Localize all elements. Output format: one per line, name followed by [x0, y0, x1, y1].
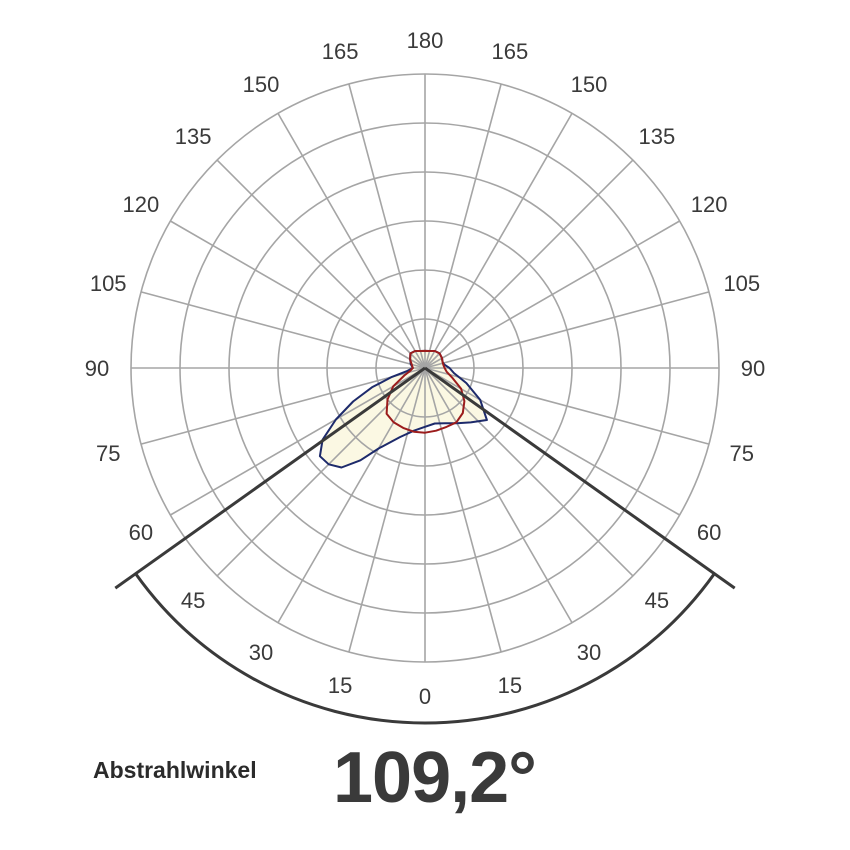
- angle-tick-label: 165: [492, 39, 529, 64]
- grid-ray: [216, 367, 426, 577]
- angle-tick-label: 75: [96, 441, 120, 466]
- angle-tick-label: 30: [577, 640, 601, 665]
- angle-tick-label: 30: [249, 640, 273, 665]
- angle-tick-label: 135: [639, 124, 676, 149]
- angle-tick-label: 45: [181, 588, 205, 613]
- angle-tick-label: 15: [498, 673, 522, 698]
- grid-ray: [348, 83, 426, 369]
- angle-tick-label: 45: [645, 588, 669, 613]
- angle-tick-label: 90: [741, 356, 765, 381]
- angle-tick-label: 15: [328, 673, 352, 698]
- grid-ray: [424, 159, 634, 369]
- angle-tick-label: 150: [243, 72, 280, 97]
- grid-ray: [424, 220, 680, 369]
- angle-tick-label: 105: [723, 271, 760, 296]
- grid-ray: [424, 112, 573, 369]
- grid-ray: [277, 112, 426, 369]
- beam-angle-indicator: [114, 366, 736, 725]
- beam-edge-left: [114, 366, 426, 590]
- angle-tick-label: 0: [419, 684, 431, 709]
- grid-ray: [348, 367, 426, 653]
- series-1-line: [385, 349, 466, 434]
- angle-tick-label: 120: [691, 192, 728, 217]
- angle-tick-label: 60: [129, 520, 153, 545]
- angle-tick-label: 105: [90, 271, 127, 296]
- grid-ray: [424, 367, 573, 623]
- angle-tick-label: 165: [322, 39, 359, 64]
- angle-tick-label: 120: [123, 192, 160, 217]
- angle-tick-label: 150: [571, 72, 608, 97]
- beam-bracket-arc: [134, 572, 716, 725]
- beam-edge-right: [424, 366, 736, 590]
- grid-ray: [169, 220, 426, 369]
- grid-ray: [169, 367, 426, 516]
- angle-tick-label: 180: [407, 28, 444, 53]
- angle-tick-label: 90: [85, 356, 109, 381]
- polar-grid: [130, 73, 720, 663]
- grid-ray: [424, 367, 710, 445]
- grid-ray: [424, 367, 502, 653]
- grid-ray: [216, 159, 426, 369]
- grid-ray: [424, 83, 502, 369]
- angle-tick-label: 135: [175, 124, 212, 149]
- angle-tick-label: 60: [697, 520, 721, 545]
- grid-ray: [140, 291, 426, 369]
- beam-angle-value: 109,2°: [333, 738, 537, 818]
- series-line-layer: [318, 349, 488, 469]
- angle-tick-label: 75: [730, 441, 754, 466]
- grid-ray: [424, 367, 634, 577]
- angle-labels: 0 15 30 45 60 75 90 105 120 135 150 165 180 15 30 45 60 7…: [85, 28, 765, 709]
- grid-ray: [424, 367, 680, 516]
- grid-ray: [424, 291, 710, 369]
- grid-ray: [140, 367, 426, 445]
- beam-angle-label: Abstrahlwinkel: [93, 757, 257, 783]
- grid-ray: [277, 367, 426, 623]
